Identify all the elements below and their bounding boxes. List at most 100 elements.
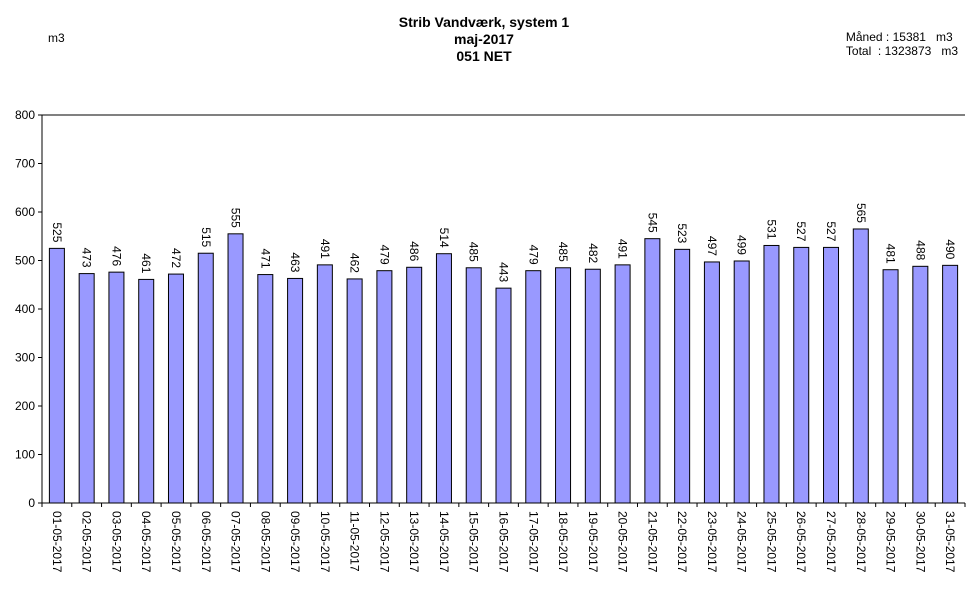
data-label: 479 <box>377 245 391 265</box>
y-unit-label: m3 <box>48 31 65 45</box>
y-tick-label: 200 <box>15 399 35 413</box>
x-tick-label: 04-05-2017 <box>139 511 153 573</box>
data-label: 515 <box>199 227 213 247</box>
bar <box>78 273 95 504</box>
data-label: 462 <box>348 253 362 273</box>
x-tick-label: 11-05-2017 <box>348 511 362 572</box>
x-tick-label: 10-05-2017 <box>318 511 332 573</box>
x-tick-label: 09-05-2017 <box>288 511 302 573</box>
data-label: 463 <box>288 252 302 272</box>
bar <box>852 228 869 504</box>
y-tick-label: 300 <box>15 351 35 365</box>
bar <box>108 271 125 504</box>
x-tick-label: 31-05-2017 <box>943 511 957 573</box>
bar <box>406 266 423 504</box>
bar <box>465 267 482 504</box>
x-tick-label: 01-05-2017 <box>50 511 64 573</box>
x-tick-label: 06-05-2017 <box>199 511 213 573</box>
x-tick-label: 08-05-2017 <box>258 511 272 573</box>
x-tick-label: 26-05-2017 <box>794 511 808 573</box>
bar <box>287 277 304 504</box>
x-tick-label: 18-05-2017 <box>556 511 570 573</box>
chart-title-block: Strib Vandværk, system 1 maj-2017 051 NE… <box>284 14 684 65</box>
total-unit: m3 <box>941 44 958 58</box>
data-label: 482 <box>586 243 600 263</box>
y-tick-label: 100 <box>15 448 35 462</box>
bar <box>793 246 810 504</box>
x-tick-label: 24-05-2017 <box>735 511 749 573</box>
data-label: 481 <box>884 244 898 264</box>
x-tick-label: 25-05-2017 <box>764 511 778 573</box>
bar <box>138 278 155 504</box>
bar <box>376 270 393 504</box>
month-summary: Måned : 15381 m3 <box>845 30 953 44</box>
bar <box>197 252 214 504</box>
bar <box>435 253 452 504</box>
data-label: 491 <box>616 239 630 259</box>
data-label: 476 <box>109 246 123 266</box>
data-label: 490 <box>943 239 957 259</box>
x-tick-label: 20-05-2017 <box>616 511 630 573</box>
total-summary: Total : 1323873 m3 <box>845 44 958 58</box>
total-value: 1323873 <box>884 44 932 58</box>
data-label: 499 <box>735 235 749 255</box>
bar <box>555 267 572 504</box>
month-unit: m3 <box>936 30 953 44</box>
data-label: 485 <box>556 242 570 262</box>
x-tick-label: 03-05-2017 <box>109 511 123 573</box>
x-tick-label: 19-05-2017 <box>586 511 600 573</box>
x-tick-label: 02-05-2017 <box>80 511 94 573</box>
data-label: 523 <box>675 223 689 243</box>
month-label: Måned <box>845 30 883 44</box>
data-label: 531 <box>764 219 778 239</box>
x-tick-label: 27-05-2017 <box>824 511 838 573</box>
data-label: 471 <box>258 249 272 269</box>
data-label: 488 <box>913 240 927 260</box>
bar <box>495 287 512 504</box>
data-label: 545 <box>645 213 659 233</box>
x-tick-label: 15-05-2017 <box>467 511 481 573</box>
x-tick-label: 28-05-2017 <box>854 511 868 573</box>
data-label: 486 <box>407 241 421 261</box>
y-tick-label: 800 <box>15 108 35 122</box>
chart-subtitle: 051 NET <box>456 48 512 64</box>
bar <box>733 260 750 504</box>
data-label: 525 <box>50 222 64 242</box>
y-tick-label: 500 <box>15 254 35 268</box>
x-tick-label: 29-05-2017 <box>884 511 898 573</box>
data-label: 491 <box>318 239 332 259</box>
x-tick-label: 21-05-2017 <box>645 511 659 573</box>
x-tick-label: 14-05-2017 <box>437 511 451 573</box>
bar <box>823 246 840 504</box>
x-tick-label: 16-05-2017 <box>497 511 511 573</box>
bar <box>882 269 899 504</box>
month-value: 15381 <box>892 30 926 44</box>
bar <box>227 233 244 504</box>
data-label: 527 <box>824 221 838 241</box>
x-tick-label: 30-05-2017 <box>913 511 927 573</box>
x-tick-label: 13-05-2017 <box>407 511 421 573</box>
bar <box>48 247 65 504</box>
y-tick-label: 700 <box>15 157 35 171</box>
bar <box>942 264 959 504</box>
bar <box>257 274 274 504</box>
data-label: 472 <box>169 248 183 268</box>
y-tick-label: 400 <box>15 302 35 316</box>
x-tick-label: 17-05-2017 <box>526 511 540 573</box>
bar <box>584 268 601 504</box>
bar <box>763 244 780 504</box>
bar <box>644 238 661 504</box>
bar <box>316 264 333 504</box>
data-label: 555 <box>229 208 243 228</box>
total-label: Total <box>845 44 872 58</box>
bar <box>703 261 720 504</box>
bar <box>167 273 184 504</box>
x-tick-label: 23-05-2017 <box>705 511 719 573</box>
data-label: 565 <box>854 203 868 223</box>
chart-period: maj-2017 <box>454 31 514 47</box>
data-label: 443 <box>497 262 511 282</box>
x-tick-label: 12-05-2017 <box>377 511 391 573</box>
data-label: 485 <box>467 242 481 262</box>
bar <box>346 278 363 504</box>
